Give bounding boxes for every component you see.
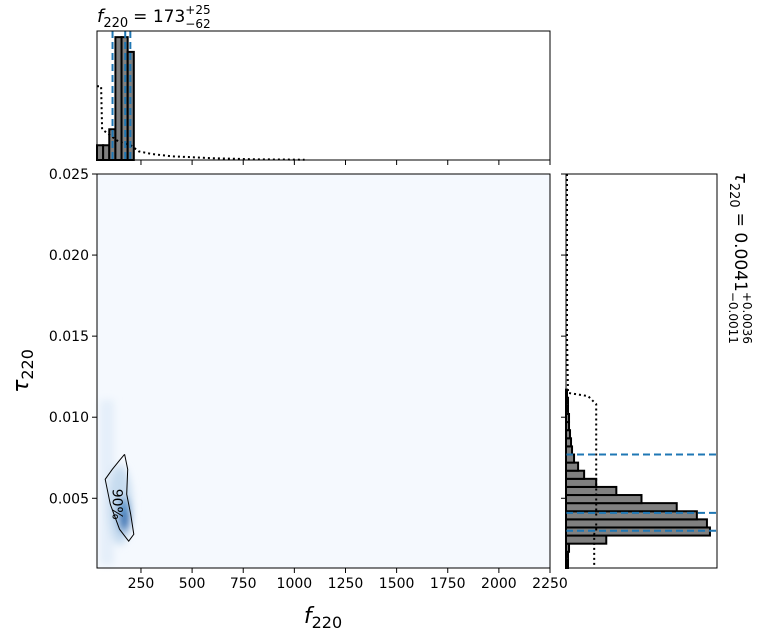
label-symbol: f [304, 604, 315, 629]
right-frame [565, 173, 718, 569]
x-tick-label: 250 [128, 576, 155, 592]
hist-bar [565, 494, 643, 505]
hist-bar [565, 534, 608, 545]
hist-bar [565, 518, 708, 529]
y-axis-label: τ220 [9, 349, 37, 393]
y-tick-label: 0.025 [49, 167, 89, 183]
title-value: = 173 [133, 7, 185, 27]
title-subscript: 220 [103, 16, 128, 31]
right-title: τ220 = 0.0041+0.0036−0.0011 [726, 172, 754, 344]
hist-bar [565, 429, 572, 440]
x-tick-label: 750 [230, 576, 257, 592]
hist-bar [565, 445, 574, 456]
x-tick-label: 1750 [430, 576, 466, 592]
x-tick-label: 1250 [328, 576, 364, 592]
title-lower: −0.0011 [726, 292, 740, 344]
main-frame [96, 173, 551, 569]
contour-label: 90% [108, 489, 124, 520]
title-symbol: τ [730, 172, 751, 183]
top-frame [96, 30, 551, 161]
hist-bar [565, 453, 576, 464]
x-axis-label: f220 [304, 604, 342, 632]
density-background [97, 174, 550, 568]
x-tick-label: 1500 [379, 576, 415, 592]
title-subscript: 220 [726, 183, 741, 208]
hist-bar [565, 502, 678, 513]
hist-bar [565, 469, 586, 480]
title-upper: +0.0036 [740, 292, 754, 344]
hist-bar [565, 437, 573, 448]
title-value: = 0.0041 [730, 213, 750, 292]
prior-line [97, 85, 305, 161]
density [100, 400, 132, 565]
hist-bar [565, 485, 618, 497]
label-subscript: 220 [312, 613, 343, 632]
density-peak [122, 510, 128, 530]
y-tick-label: 0.015 [49, 329, 89, 345]
title-lower: −62 [185, 17, 210, 31]
x-tick-label: 500 [179, 576, 206, 592]
contour-line [104, 453, 135, 543]
x-tick-label: 2250 [532, 576, 568, 592]
y-tick-label: 0.020 [49, 248, 89, 264]
x-tick-label: 2000 [481, 576, 517, 592]
y-tick-label: 0.010 [49, 410, 89, 426]
title-symbol: f [97, 6, 106, 27]
label-subscript: 220 [18, 349, 37, 380]
top-title: f220 = 173+25 −62 [97, 3, 211, 31]
hist-bar [565, 461, 580, 472]
hist-bar [565, 477, 598, 488]
title-upper: +25 [185, 3, 210, 17]
x-tick-label: 1000 [277, 576, 313, 592]
y-tick-label: 0.005 [49, 491, 89, 507]
label-symbol: τ [9, 379, 34, 393]
